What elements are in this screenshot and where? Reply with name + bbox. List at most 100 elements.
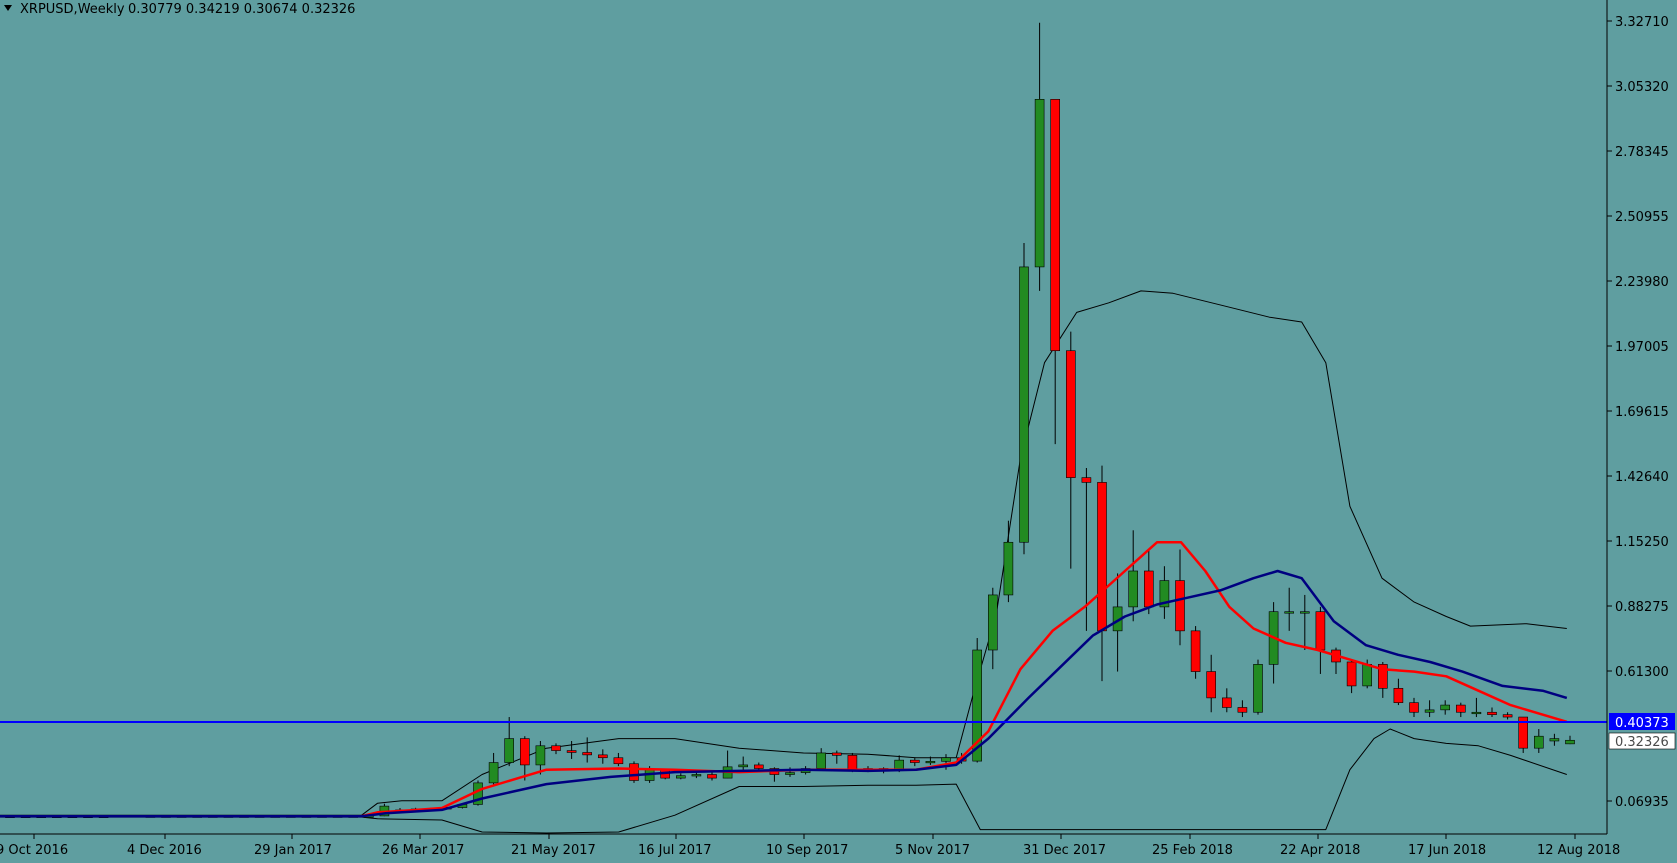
candle xyxy=(707,772,717,781)
candle xyxy=(1549,733,1560,746)
candle xyxy=(1565,735,1575,745)
last-price-badge xyxy=(1608,732,1676,750)
candle-body-bear xyxy=(1066,350,1076,478)
y-tick-label: 2.23980 xyxy=(1615,275,1669,290)
candle-body-bull xyxy=(1362,664,1372,687)
chart-header: XRPUSD,Weekly 0.30779 0.34219 0.30674 0.… xyxy=(4,2,355,17)
candle xyxy=(1424,700,1435,718)
candle xyxy=(1175,549,1185,646)
candle-body-bull xyxy=(1284,611,1294,614)
candle-body-bear xyxy=(1346,661,1357,687)
candle-body-bear xyxy=(1081,477,1092,483)
candle-body-bear xyxy=(1097,482,1107,632)
y-tick-label: 3.05320 xyxy=(1615,80,1669,95)
ma-slow-line xyxy=(0,569,1568,818)
candle-body-bear xyxy=(1456,704,1466,713)
candle-body-bear xyxy=(1144,570,1154,608)
candle-body-bear xyxy=(1315,611,1326,651)
x-tick-label: 22 Apr 2018 xyxy=(1280,843,1360,858)
candle xyxy=(1034,22,1045,291)
candle xyxy=(1409,697,1419,718)
candle-body-bull xyxy=(1300,611,1310,614)
x-tick-label: 10 Sep 2017 xyxy=(766,843,848,858)
bollinger-lower-line xyxy=(0,728,1567,834)
y-tick-label: 1.15250 xyxy=(1615,535,1669,550)
candle-body-bear xyxy=(1378,664,1388,689)
candle-body-bear xyxy=(1409,702,1419,713)
candle xyxy=(1066,331,1076,569)
candle-body-bull xyxy=(1003,541,1014,596)
x-tick-label: 25 Feb 2018 xyxy=(1152,843,1233,858)
level-badge xyxy=(1609,713,1675,730)
candle xyxy=(1534,729,1544,753)
candle-body-bear xyxy=(613,757,624,765)
candle-body-bull xyxy=(1253,664,1263,713)
candle-body-bull xyxy=(1549,738,1560,742)
candle-body-bear xyxy=(1237,707,1248,713)
candle xyxy=(1222,688,1232,713)
candle-body-bear xyxy=(629,763,639,781)
candle xyxy=(675,773,686,780)
y-tick-label: 0.06935 xyxy=(1615,795,1669,810)
y-tick-label: 1.69615 xyxy=(1615,405,1669,420)
candle-body-bear xyxy=(831,752,842,756)
candle-body-bull xyxy=(1034,99,1045,268)
candle xyxy=(1050,99,1060,445)
candle xyxy=(504,717,515,767)
x-tick-label: 9 Oct 2016 xyxy=(0,843,68,858)
x-tick-label: 26 Mar 2017 xyxy=(382,843,464,858)
candle xyxy=(1456,702,1466,718)
y-tick-label: 2.50955 xyxy=(1615,210,1669,225)
candle-body-bear xyxy=(519,738,530,766)
x-tick-label: 16 Jul 2017 xyxy=(638,843,712,858)
candle-body-bear xyxy=(566,750,577,753)
candle xyxy=(1284,587,1294,631)
candle xyxy=(488,752,499,786)
candle xyxy=(1019,242,1029,555)
candle-body-bear xyxy=(909,759,920,763)
x-tick-label: 21 May 2017 xyxy=(511,843,596,858)
candle-body-bull xyxy=(675,775,686,779)
candle xyxy=(613,752,624,767)
candle-body-bull xyxy=(488,762,499,784)
candle-body-bull xyxy=(1128,570,1138,608)
candle xyxy=(1190,626,1201,679)
candle-body-bull xyxy=(972,649,983,762)
candle-body-bull xyxy=(785,772,795,775)
candle xyxy=(1128,530,1138,622)
candle-body-bull xyxy=(941,757,951,762)
ma-fast-line xyxy=(0,541,1568,818)
candle xyxy=(519,736,530,781)
candle xyxy=(1159,566,1170,619)
candle xyxy=(1487,707,1497,718)
x-tick-label: 4 Dec 2016 xyxy=(127,843,202,858)
candle xyxy=(738,756,749,770)
candle-body-bull xyxy=(1159,580,1170,608)
candle-body-bull xyxy=(1440,704,1450,711)
candle xyxy=(1237,700,1248,718)
candle xyxy=(551,743,561,755)
candle-body-bull xyxy=(1534,735,1544,749)
y-tick-label: 0.61300 xyxy=(1615,665,1669,680)
last-price-label: 0.32326 xyxy=(1615,735,1669,750)
y-tick-label: 1.42640 xyxy=(1615,470,1669,485)
candle xyxy=(1253,659,1263,715)
moving-averages xyxy=(0,541,1568,818)
candle-body-bear xyxy=(1393,688,1404,703)
candle-body-bear xyxy=(1050,99,1060,352)
symbol-timeframe: XRPUSD,Weekly xyxy=(20,2,125,17)
candle xyxy=(831,750,842,764)
candle xyxy=(1440,700,1450,715)
candle-body-bear xyxy=(1487,711,1497,715)
candle-body-bull xyxy=(1424,709,1435,713)
candle-body-bull xyxy=(1471,711,1482,715)
y-tick-label: 3.32710 xyxy=(1615,15,1669,30)
candle xyxy=(925,756,936,765)
candle xyxy=(1300,594,1310,651)
candle-body-bull xyxy=(535,745,546,766)
collapse-triangle-icon[interactable] xyxy=(4,5,12,11)
candle-body-bear xyxy=(1175,580,1185,632)
candle-body-bull xyxy=(691,774,702,777)
ohlc-values: 0.30779 0.34219 0.30674 0.32326 xyxy=(128,2,355,17)
